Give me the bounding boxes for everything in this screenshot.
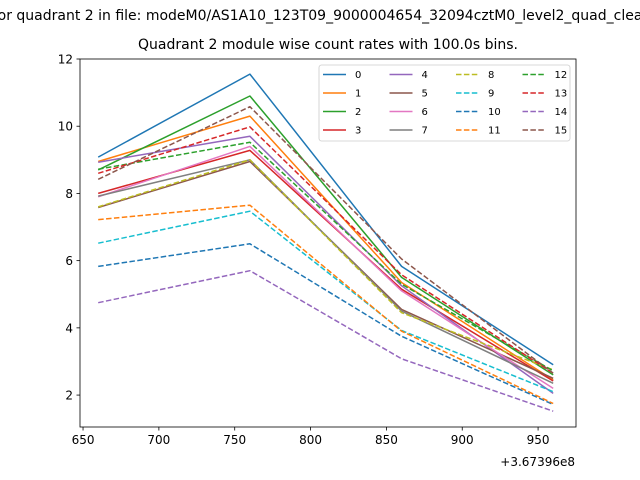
y-tick-label: 8: [65, 187, 73, 201]
legend-label-2: 2: [355, 107, 361, 118]
y-tick-label: 10: [58, 120, 73, 134]
x-tick-label: 900: [451, 433, 474, 447]
legend-label-4: 4: [422, 70, 428, 81]
legend-label-15: 15: [555, 126, 568, 137]
series-line-11: [98, 204, 554, 405]
legend-label-6: 6: [422, 107, 428, 118]
y-tick-label: 4: [65, 321, 73, 335]
series-line-1: [97, 115, 554, 381]
legend-box: [318, 64, 571, 142]
x-tick-label: 950: [527, 433, 550, 447]
legend-label-0: 0: [355, 70, 361, 81]
legend-label-1: 1: [355, 89, 361, 100]
x-tick-label: 850: [375, 433, 398, 447]
legend-label-5: 5: [422, 89, 428, 100]
figure-suptitle: Plot for quadrant 2 in file: modeM0/AS1A…: [0, 8, 640, 24]
legend-label-7: 7: [422, 126, 428, 137]
series-line-9: [98, 210, 554, 393]
x-tick-label: 800: [299, 433, 322, 447]
y-tick-label: 6: [65, 254, 73, 268]
series-line-15: [97, 105, 554, 374]
y-tick-label: 2: [65, 389, 73, 403]
series-line-13: [97, 126, 554, 374]
y-tick-label: 12: [58, 53, 73, 67]
legend-label-8: 8: [488, 70, 494, 81]
x-tick-label: 750: [223, 433, 246, 447]
series-line-2: [97, 95, 554, 376]
x-tick-label: 700: [147, 433, 170, 447]
legend-label-13: 13: [555, 89, 568, 100]
legend-label-9: 9: [488, 89, 494, 100]
series-line-6: [97, 145, 554, 390]
series-line-10: [98, 243, 554, 406]
x-offset-label: +3.67396e8: [500, 455, 575, 469]
legend-label-11: 11: [488, 126, 501, 137]
legend-label-3: 3: [355, 126, 361, 137]
series-line-12: [98, 141, 554, 372]
chart-title: Quadrant 2 module wise count rates with …: [138, 37, 518, 53]
legend-label-12: 12: [555, 70, 568, 81]
legend-label-10: 10: [488, 107, 501, 118]
x-tick-label: 650: [72, 433, 95, 447]
plot-area: 650 700 750 800 850 900 9502468101201234567891…: [58, 53, 577, 447]
axes-frame: [79, 58, 577, 428]
series-line-8: [97, 159, 554, 371]
legend-label-14: 14: [555, 107, 568, 118]
